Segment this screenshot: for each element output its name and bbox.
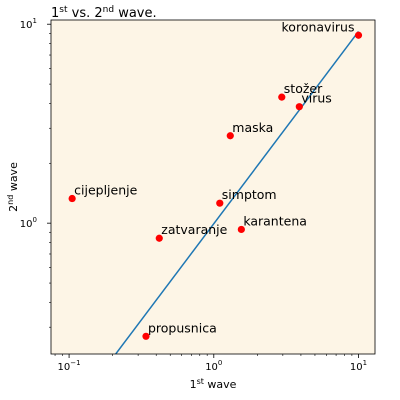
data-point [354, 31, 363, 39]
fit-line [115, 30, 360, 354]
data-point [142, 332, 150, 340]
data-point-label: simptom [222, 187, 277, 202]
x-tick-label: 10−1 [58, 359, 81, 373]
data-point-label: virus [301, 91, 331, 106]
data-point-label: maska [232, 120, 273, 135]
x-tick-label: 100 [205, 359, 222, 373]
y-tick-label: 100 [20, 216, 37, 230]
data-point [155, 234, 163, 242]
ticks-layer: 10−1 100 101 100 101 [20, 17, 367, 373]
data-point-label: cijepljenje [74, 183, 137, 198]
data-point [216, 199, 224, 207]
data-point-label: zatvaranje [161, 222, 227, 237]
data-point-label: stožer [284, 81, 323, 96]
chart-title: 1st vs. 2nd wave. [51, 5, 157, 21]
plot-frame [50, 19, 376, 355]
data-point [278, 93, 286, 101]
x-tick-label: 101 [350, 359, 367, 373]
fit-line-layer [115, 30, 360, 354]
data-point [68, 194, 76, 203]
plot-area [51, 20, 375, 354]
data-point [295, 103, 303, 111]
x-axis-label: 1st wave [190, 377, 237, 391]
data-point-label: propusnica [148, 320, 217, 335]
y-tick-label: 101 [20, 17, 37, 31]
data-point [226, 132, 234, 140]
data-point [237, 225, 245, 234]
data-point-label: koronavirus [282, 19, 355, 34]
points-layer [68, 31, 363, 340]
data-point-label: karantena [243, 213, 307, 228]
y-axis-label: 2nd wave [6, 162, 20, 212]
